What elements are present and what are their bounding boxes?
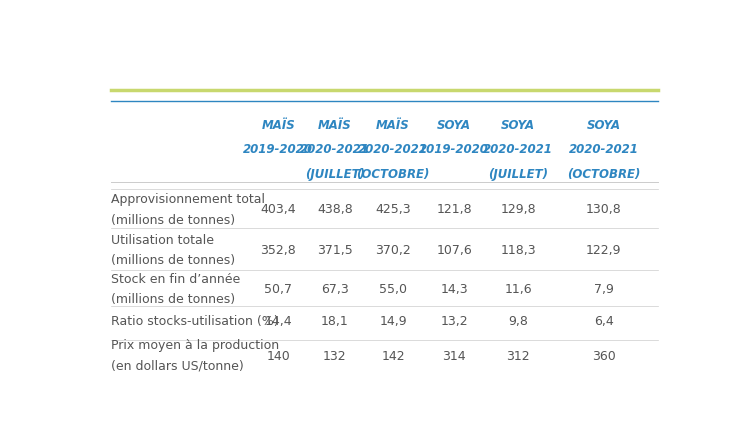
Text: 403,4: 403,4 <box>260 203 296 216</box>
Text: 2020-2021: 2020-2021 <box>358 143 428 156</box>
Text: 122,9: 122,9 <box>586 244 622 257</box>
Text: 132: 132 <box>323 349 346 362</box>
Text: 6,4: 6,4 <box>594 316 613 328</box>
Text: 352,8: 352,8 <box>260 244 296 257</box>
Text: 107,6: 107,6 <box>436 244 472 257</box>
Text: SOYA: SOYA <box>437 119 471 132</box>
Text: MAÏS: MAÏS <box>262 119 296 132</box>
Text: (OCTOBRE): (OCTOBRE) <box>356 168 430 181</box>
Text: Utilisation totale: Utilisation totale <box>111 234 214 246</box>
Text: 140: 140 <box>266 349 290 362</box>
Text: 314: 314 <box>442 349 466 362</box>
Text: 2020-2021: 2020-2021 <box>568 143 639 156</box>
Text: 2020-2021: 2020-2021 <box>300 143 370 156</box>
Text: MAÏS: MAÏS <box>376 119 410 132</box>
Text: 2020-2021: 2020-2021 <box>483 143 553 156</box>
Text: (en dollars US/tonne): (en dollars US/tonne) <box>111 360 244 373</box>
Text: (millions de tonnes): (millions de tonnes) <box>111 214 236 227</box>
Text: SOYA: SOYA <box>501 119 536 132</box>
Text: 11,6: 11,6 <box>504 283 532 296</box>
Text: SOYA: SOYA <box>586 119 621 132</box>
Text: 312: 312 <box>506 349 530 362</box>
Text: 13,2: 13,2 <box>440 316 468 328</box>
Text: (millions de tonnes): (millions de tonnes) <box>111 254 236 268</box>
Text: 67,3: 67,3 <box>321 283 349 296</box>
Text: 14,3: 14,3 <box>440 283 468 296</box>
Text: (millions de tonnes): (millions de tonnes) <box>111 293 236 306</box>
Text: 118,3: 118,3 <box>500 244 536 257</box>
Text: 14,9: 14,9 <box>380 316 407 328</box>
Text: 425,3: 425,3 <box>375 203 411 216</box>
Text: (OCTOBRE): (OCTOBRE) <box>567 168 640 181</box>
Text: 129,8: 129,8 <box>500 203 536 216</box>
Text: MAÏS: MAÏS <box>318 119 352 132</box>
Text: 9,8: 9,8 <box>509 316 528 328</box>
Text: 370,2: 370,2 <box>375 244 411 257</box>
Text: 360: 360 <box>592 349 616 362</box>
Text: 438,8: 438,8 <box>317 203 352 216</box>
Text: 130,8: 130,8 <box>586 203 622 216</box>
Text: 50,7: 50,7 <box>264 283 292 296</box>
Text: 142: 142 <box>381 349 405 362</box>
Text: (JUILLET): (JUILLET) <box>488 168 548 181</box>
Text: 121,8: 121,8 <box>436 203 472 216</box>
Text: Stock en fin d’année: Stock en fin d’année <box>111 273 241 286</box>
Text: Ratio stocks-utilisation (%): Ratio stocks-utilisation (%) <box>111 316 279 328</box>
Text: 371,5: 371,5 <box>317 244 352 257</box>
Text: Approvisionnement total: Approvisionnement total <box>111 193 266 206</box>
Text: (JUILLET): (JUILLET) <box>305 168 365 181</box>
Text: 14,4: 14,4 <box>265 316 292 328</box>
Text: 55,0: 55,0 <box>379 283 407 296</box>
Text: 18,1: 18,1 <box>321 316 349 328</box>
Text: 7,9: 7,9 <box>594 283 613 296</box>
Text: 2019-2020: 2019-2020 <box>243 143 314 156</box>
Text: Prix moyen à la production: Prix moyen à la production <box>111 339 279 352</box>
Text: 2019-2020: 2019-2020 <box>419 143 489 156</box>
